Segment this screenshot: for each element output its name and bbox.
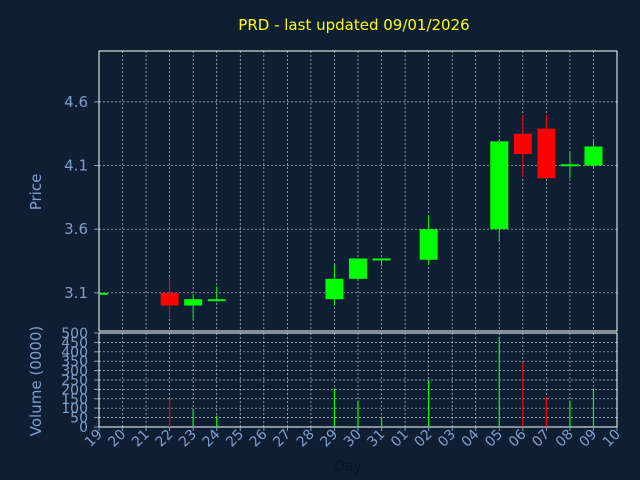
- x-tick-label: 30: [341, 427, 365, 451]
- volume-tick-label: 400: [61, 345, 88, 361]
- price-tick-label: 4.1: [64, 157, 88, 175]
- x-tick-label: 31: [364, 427, 388, 451]
- x-tick-label: 05: [482, 427, 506, 451]
- price-axis-label: Price: [27, 174, 45, 211]
- candle: [560, 152, 579, 179]
- candle-body: [513, 133, 532, 155]
- candle: [184, 294, 203, 321]
- candle-body: [560, 164, 579, 167]
- candle-body: [207, 299, 226, 302]
- x-tick-label: 20: [105, 427, 129, 451]
- volume-tick-label: 0: [79, 420, 88, 436]
- volume-tick-label: 50: [70, 411, 88, 427]
- price-tick-label: 4.6: [64, 93, 88, 111]
- price-plot-frame: [98, 50, 618, 332]
- candle: [160, 277, 179, 319]
- x-tick-label: 04: [459, 426, 483, 450]
- volume-tick-label: 450: [61, 335, 88, 351]
- volume-tick-label: 100: [61, 401, 88, 417]
- x-tick-label: 01: [388, 427, 412, 451]
- candle: [419, 215, 438, 265]
- x-tick-label: 07: [529, 427, 553, 451]
- price-tick-label: 3.6: [64, 220, 88, 238]
- candle-body: [99, 292, 108, 295]
- candle-body: [160, 292, 179, 306]
- chart-title: PRD - last updated 09/01/2026: [238, 16, 469, 34]
- candle-body: [419, 229, 438, 260]
- volume-tick-label: 500: [61, 326, 88, 342]
- x-tick-label: 28: [294, 427, 318, 451]
- x-tick-label: 27: [270, 427, 294, 451]
- x-tick-label: 03: [435, 427, 459, 451]
- x-tick-label: 24: [200, 426, 224, 450]
- candle: [490, 141, 509, 242]
- candle: [207, 286, 226, 302]
- x-tick-labels: 19 20 21 22 23 24 25 26 27 28 29 30 31 01 02 03 04 05 06 07…: [82, 426, 624, 450]
- x-tick-label: 21: [129, 427, 153, 451]
- candle: [513, 114, 532, 177]
- price-panel: 3.1 3.6 4.1 4.6: [64, 50, 618, 332]
- volume-axis-label: Volume (0000): [27, 326, 45, 436]
- candle: [99, 292, 108, 295]
- x-tick-label: 26: [247, 426, 271, 450]
- x-tick-label: 23: [176, 427, 200, 451]
- x-tick-label: 09: [576, 427, 600, 451]
- x-tick-label: 22: [153, 427, 177, 451]
- candle-body: [184, 299, 203, 306]
- price-tick-label: 3.1: [64, 284, 88, 302]
- x-axis-label: Day: [334, 459, 362, 475]
- volume-tick-label: 150: [61, 392, 88, 408]
- x-tick-label: 06: [506, 426, 530, 450]
- candle: [537, 114, 556, 179]
- volume-tick-label: 350: [61, 354, 88, 370]
- x-tick-label: 25: [223, 427, 247, 451]
- candle-body: [490, 141, 509, 230]
- x-tick-label: 08: [553, 427, 577, 451]
- candle: [372, 258, 391, 267]
- candle-body: [537, 128, 556, 179]
- volume-tick-label: 200: [61, 382, 88, 398]
- candle-body: [325, 278, 344, 300]
- candle-body: [349, 258, 367, 279]
- candle: [325, 264, 344, 306]
- candle-body: [372, 258, 391, 261]
- volume-tick-label: 300: [61, 364, 88, 380]
- volume-tick-label: 250: [61, 373, 88, 389]
- candle: [584, 140, 603, 169]
- candle: [349, 258, 367, 281]
- x-tick-label: 29: [317, 427, 341, 451]
- x-tick-label: 10: [600, 427, 624, 451]
- x-tick-label: 02: [412, 427, 436, 451]
- candle-body: [584, 146, 603, 166]
